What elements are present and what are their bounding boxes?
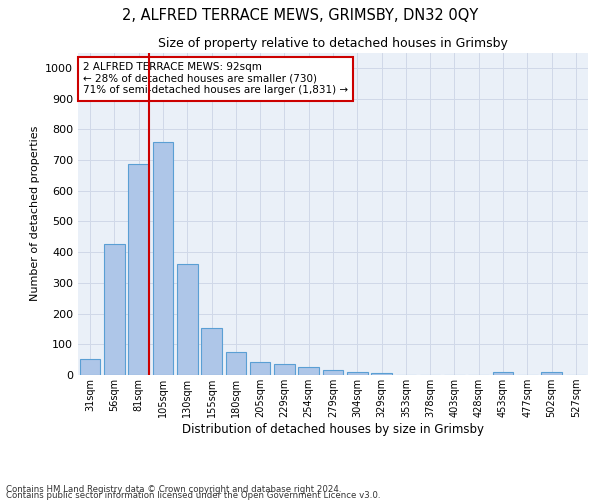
Title: Size of property relative to detached houses in Grimsby: Size of property relative to detached ho…: [158, 37, 508, 50]
Bar: [274, 364, 295, 375]
Text: Contains public sector information licensed under the Open Government Licence v3: Contains public sector information licen…: [6, 490, 380, 500]
X-axis label: Distribution of detached houses by size in Grimsby: Distribution of detached houses by size …: [182, 423, 484, 436]
Bar: [541, 372, 562, 375]
Bar: [128, 164, 149, 375]
Bar: [104, 244, 125, 375]
Bar: [152, 142, 173, 375]
Y-axis label: Number of detached properties: Number of detached properties: [29, 126, 40, 302]
Bar: [250, 362, 271, 375]
Bar: [323, 370, 343, 375]
Bar: [493, 372, 514, 375]
Bar: [177, 264, 197, 375]
Bar: [80, 359, 100, 375]
Text: Contains HM Land Registry data © Crown copyright and database right 2024.: Contains HM Land Registry data © Crown c…: [6, 485, 341, 494]
Bar: [371, 374, 392, 375]
Text: 2 ALFRED TERRACE MEWS: 92sqm
← 28% of detached houses are smaller (730)
71% of s: 2 ALFRED TERRACE MEWS: 92sqm ← 28% of de…: [83, 62, 348, 96]
Bar: [347, 372, 368, 375]
Bar: [201, 328, 222, 375]
Text: 2, ALFRED TERRACE MEWS, GRIMSBY, DN32 0QY: 2, ALFRED TERRACE MEWS, GRIMSBY, DN32 0Q…: [122, 8, 478, 22]
Bar: [298, 368, 319, 375]
Bar: [226, 352, 246, 375]
